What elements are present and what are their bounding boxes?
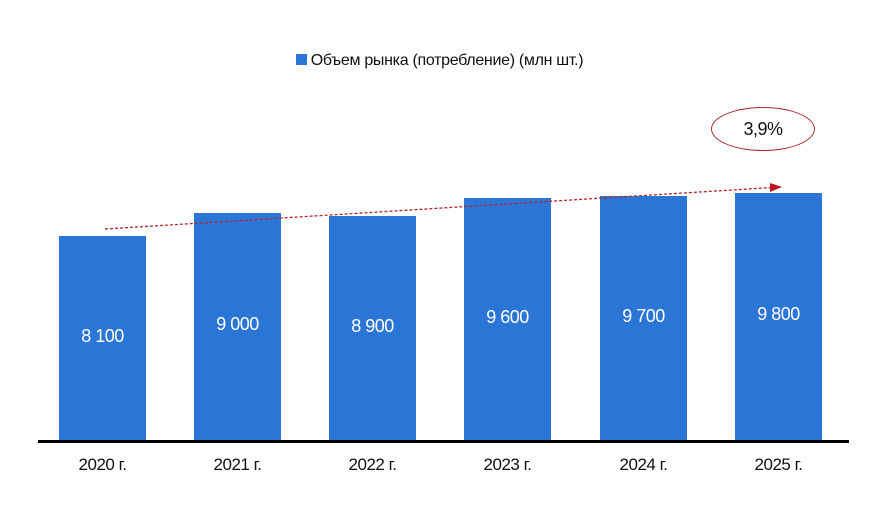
chart-legend: Объем рынка (потребление) (млн шт.): [0, 52, 879, 70]
bar-value-label: 9 800: [757, 304, 800, 324]
legend-label: Объем рынка (потребление) (млн шт.): [310, 52, 584, 69]
x-axis-label: 2023 г.: [483, 455, 532, 474]
x-axis-label: 2022 г.: [348, 455, 397, 474]
bar-value-label: 9 000: [216, 314, 259, 334]
bar-2023: 9 600: [464, 198, 551, 441]
x-axis-label: 2025 г.: [754, 455, 803, 474]
bar-value-label: 9 700: [622, 305, 665, 326]
x-axis-label: 2021 г.: [213, 455, 262, 474]
legend-swatch: [295, 54, 307, 65]
bar-2021: 9 000: [194, 213, 281, 441]
x-axis-label: 2020 г.: [78, 455, 127, 474]
bar-2024: 9 700: [600, 196, 687, 441]
bar-value-label: 8 100: [81, 325, 124, 346]
bar-value-label: 9 600: [486, 306, 529, 327]
growth-label: 3,9%: [743, 118, 783, 139]
bar-2025: 9 800: [735, 193, 822, 441]
x-axis-label: 2024 г.: [619, 455, 668, 474]
x-axis-line: [38, 440, 849, 443]
bar-2020: 8 100: [59, 236, 146, 441]
growth-callout: 3,9%: [711, 107, 815, 151]
bar-value-label: 8 900: [351, 315, 394, 336]
bar-2022: 8 900: [329, 216, 416, 441]
